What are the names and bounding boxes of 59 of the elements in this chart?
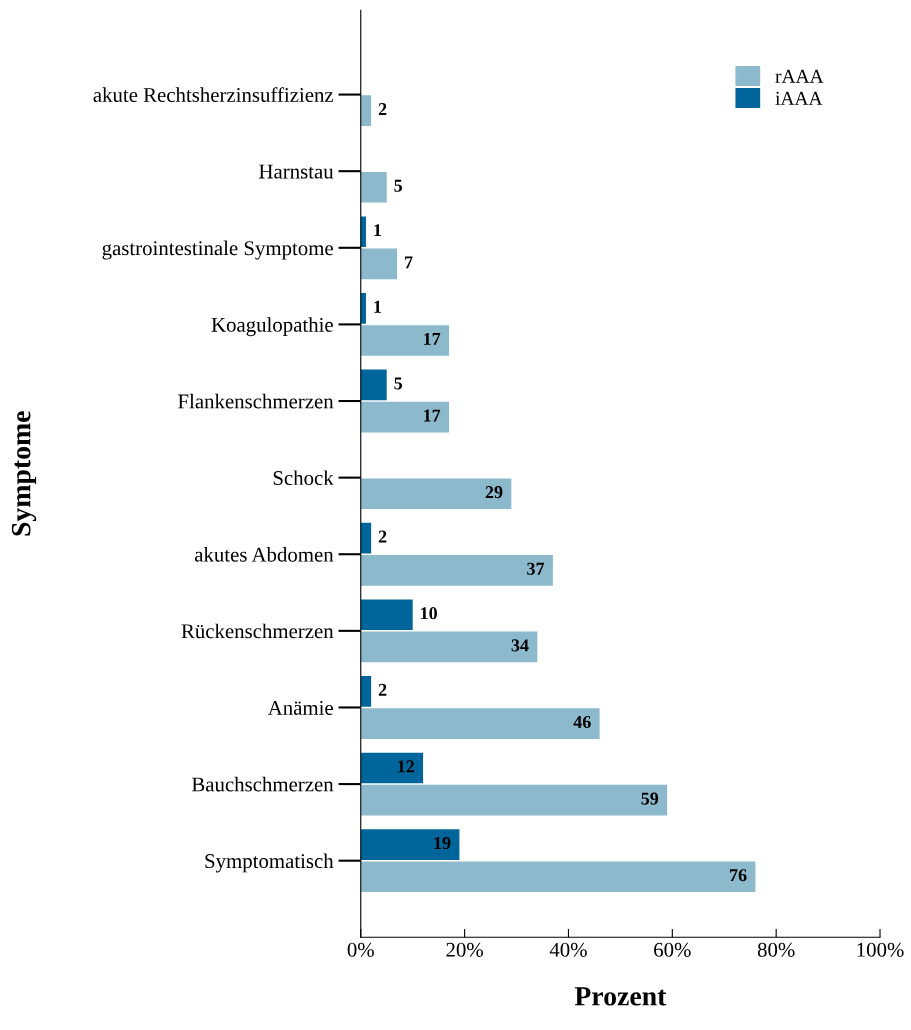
bar — [360, 555, 553, 586]
legend-label: iAAA — [775, 91, 823, 105]
x-tick-label: 0% — [347, 942, 374, 957]
x-tick-label: 60% — [654, 942, 691, 957]
y-tick-label: Symptomatisch — [205, 853, 334, 873]
bar — [360, 752, 424, 784]
data-label: 59 — [641, 792, 659, 805]
bar — [360, 784, 668, 816]
data-label: 17 — [424, 332, 441, 345]
y-tick-label: Flankenschmerzen — [178, 393, 334, 409]
bar — [360, 829, 460, 860]
y-tick-label: akutes Abdomen — [194, 547, 334, 562]
bar — [360, 216, 366, 248]
y-tick-label: Anämie — [267, 700, 333, 715]
data-label: 2 — [378, 103, 387, 115]
x-tick-label: 100% — [857, 942, 904, 957]
bar — [360, 401, 450, 433]
y-tick-label: Rückenschmerzen — [181, 623, 334, 639]
data-label: 12 — [398, 760, 414, 773]
bar — [360, 861, 756, 893]
bar — [360, 293, 366, 324]
y-tick-label: Schock — [273, 470, 334, 486]
bar — [360, 369, 387, 401]
data-label: 19 — [434, 836, 451, 850]
bar — [360, 599, 413, 631]
bar — [360, 522, 372, 554]
data-label: 29 — [485, 486, 503, 499]
y-tick-label: Harnstau — [259, 164, 334, 179]
data-label: 5 — [394, 179, 403, 192]
data-label: 5 — [394, 377, 403, 390]
data-label: 2 — [378, 530, 387, 543]
bar — [360, 708, 600, 739]
data-label: 1 — [374, 300, 381, 313]
bar — [360, 325, 450, 356]
data-label: 1 — [374, 224, 381, 237]
y-axis-title: Symptome — [11, 411, 37, 536]
data-label: 37 — [527, 562, 545, 575]
x-tick-label: 20% — [446, 942, 483, 957]
data-label: 10 — [421, 607, 437, 620]
bar — [360, 631, 538, 663]
x-tick-label: 80% — [757, 942, 795, 957]
data-label: 46 — [573, 715, 591, 729]
bar — [360, 478, 512, 510]
bar — [360, 95, 372, 126]
bar — [360, 248, 398, 280]
data-label: 76 — [730, 869, 747, 882]
data-label: 34 — [511, 639, 529, 652]
y-tick-label: akute Rechtsherzinsuffizienz — [93, 87, 334, 103]
y-tick-label: gastrointestinale Symptome — [102, 240, 333, 260]
data-label: 2 — [378, 683, 387, 696]
x-tick-label: 40% — [549, 942, 587, 957]
y-tick-label: Koagulopathie — [211, 317, 333, 337]
legend-label: rAAA — [775, 69, 824, 83]
bar — [360, 676, 372, 707]
x-axis-title: Prozent — [574, 987, 667, 1006]
y-tick-label: Bauchschmerzen — [191, 776, 334, 792]
bar — [360, 171, 387, 203]
data-label: 17 — [424, 409, 441, 422]
data-label: 7 — [405, 256, 413, 269]
